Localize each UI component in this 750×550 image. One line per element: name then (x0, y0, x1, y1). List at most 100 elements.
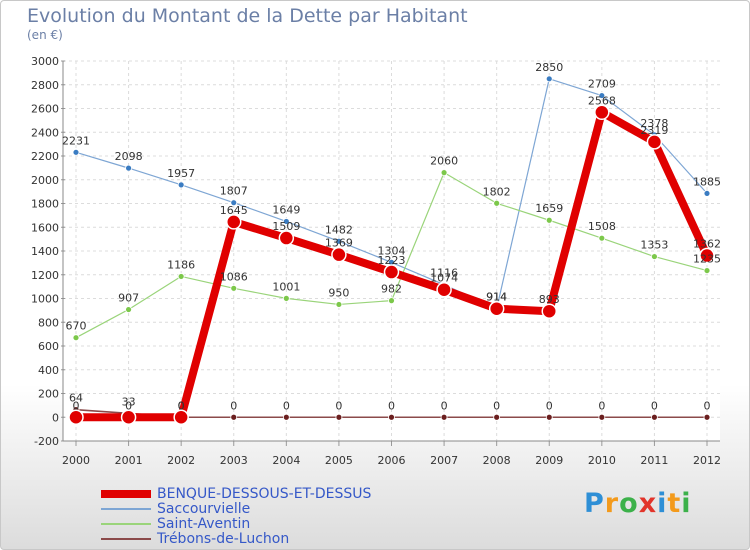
data-label: 1353 (640, 239, 668, 252)
data-label: 0 (178, 399, 185, 412)
data-label: 1116 (430, 267, 458, 280)
series-layer: 2231 2098 1957 1807 1649 1482 1304 1116 914 2850 2… (62, 61, 721, 425)
data-point (388, 297, 395, 305)
data-label: 1362 (693, 238, 721, 251)
y-tick-label: -200 (34, 435, 59, 448)
data-point (230, 199, 238, 207)
data-point (440, 169, 448, 177)
data-label: 0 (493, 399, 500, 412)
data-point (598, 92, 606, 99)
data-label: 914 (486, 291, 507, 304)
y-tick-label: 3000 (31, 55, 59, 68)
logo-letter: t (667, 488, 682, 519)
data-label: 670 (66, 320, 87, 333)
data-label: 0 (335, 399, 342, 412)
x-tick-label: 2009 (535, 454, 563, 467)
data-point (545, 413, 553, 421)
data-point (440, 413, 448, 421)
line-chart: -200020040060080010001200140016001800200… (31, 55, 721, 467)
data-label: 2060 (430, 155, 458, 168)
data-point (703, 267, 711, 274)
logo-letter: x (638, 488, 658, 519)
data-label: 2709 (588, 78, 616, 91)
legend-label: Trébons-de-Luchon (157, 531, 290, 547)
data-point (226, 214, 242, 230)
x-tick-label: 2001 (115, 454, 143, 467)
data-label: 0 (441, 399, 448, 412)
y-tick-label: 200 (38, 388, 59, 401)
x-tick-label: 2008 (483, 454, 511, 467)
data-point (68, 409, 84, 425)
chart-subtitle: (en €) (27, 28, 63, 42)
data-label: 1645 (220, 204, 248, 217)
x-tick-label: 2007 (430, 454, 458, 467)
data-point (651, 413, 658, 421)
data-point (541, 303, 557, 319)
data-point (282, 294, 290, 302)
data-point (598, 413, 606, 421)
y-tick-label: 1200 (31, 269, 59, 282)
data-point (72, 148, 80, 156)
data-point (646, 134, 663, 150)
data-label: 950 (328, 286, 349, 299)
data-point (545, 216, 553, 224)
logo-letter: r (604, 488, 620, 519)
data-label: 2378 (640, 117, 668, 130)
y-tick-label: 2000 (31, 174, 59, 187)
data-label: 1649 (272, 203, 300, 216)
data-label: 1509 (272, 220, 300, 233)
x-tick-label: 2012 (693, 454, 721, 467)
data-label: 893 (539, 293, 560, 306)
y-tick-label: 800 (38, 316, 59, 329)
data-label: 0 (230, 399, 237, 412)
data-label: 1235 (693, 253, 721, 266)
data-point (335, 413, 343, 421)
legend-label: Saccourvielle (157, 501, 251, 517)
data-label: 1304 (378, 244, 406, 257)
data-label: 1001 (272, 280, 300, 293)
x-tick-label: 2005 (325, 454, 353, 467)
data-label: 907 (118, 292, 139, 305)
data-label: 1482 (325, 223, 353, 236)
data-point (545, 75, 553, 83)
data-point (282, 218, 290, 225)
y-tick-label: 0 (52, 411, 59, 424)
data-label: 0 (178, 399, 185, 412)
y-tick-label: 1800 (31, 198, 59, 211)
data-label: 914 (486, 291, 507, 304)
data-label: 1369 (325, 237, 353, 250)
logo-letter: o (619, 488, 639, 519)
y-tick-label: 2400 (31, 126, 59, 139)
data-label: 2319 (640, 124, 668, 137)
data-point (488, 300, 505, 317)
y-tick-label: 1400 (31, 245, 59, 258)
legend-swatch (101, 538, 151, 540)
legend-swatch (101, 508, 151, 510)
legend-label: Saint-Aventin (157, 516, 251, 532)
data-point (703, 413, 711, 421)
x-tick-label: 2010 (588, 454, 616, 467)
data-label: 1086 (220, 270, 248, 283)
data-point (703, 190, 711, 197)
data-label: 0 (651, 399, 658, 412)
x-tick-label: 2002 (167, 454, 195, 467)
y-tick-label: 600 (38, 340, 59, 353)
chart-title: Evolution du Montant de la Dette par Hab… (27, 5, 468, 27)
x-tick-label: 2003 (220, 454, 248, 467)
data-point (282, 413, 290, 421)
y-tick-label: 2800 (31, 79, 59, 92)
data-point (331, 246, 347, 263)
data-point (125, 164, 132, 172)
data-label: 1807 (220, 185, 248, 198)
data-label: 0 (388, 399, 395, 412)
data-point (335, 301, 343, 308)
logo-letter: i (681, 488, 692, 519)
proxiti-logo: Proxiti (584, 488, 692, 519)
data-label: 0 (125, 399, 132, 412)
data-label: 1223 (378, 254, 406, 267)
data-label: 0 (73, 399, 80, 412)
x-tick-label: 2011 (640, 454, 668, 467)
data-label: 2231 (62, 134, 90, 147)
data-label: 0 (283, 399, 290, 412)
data-label: 64 (69, 392, 83, 405)
